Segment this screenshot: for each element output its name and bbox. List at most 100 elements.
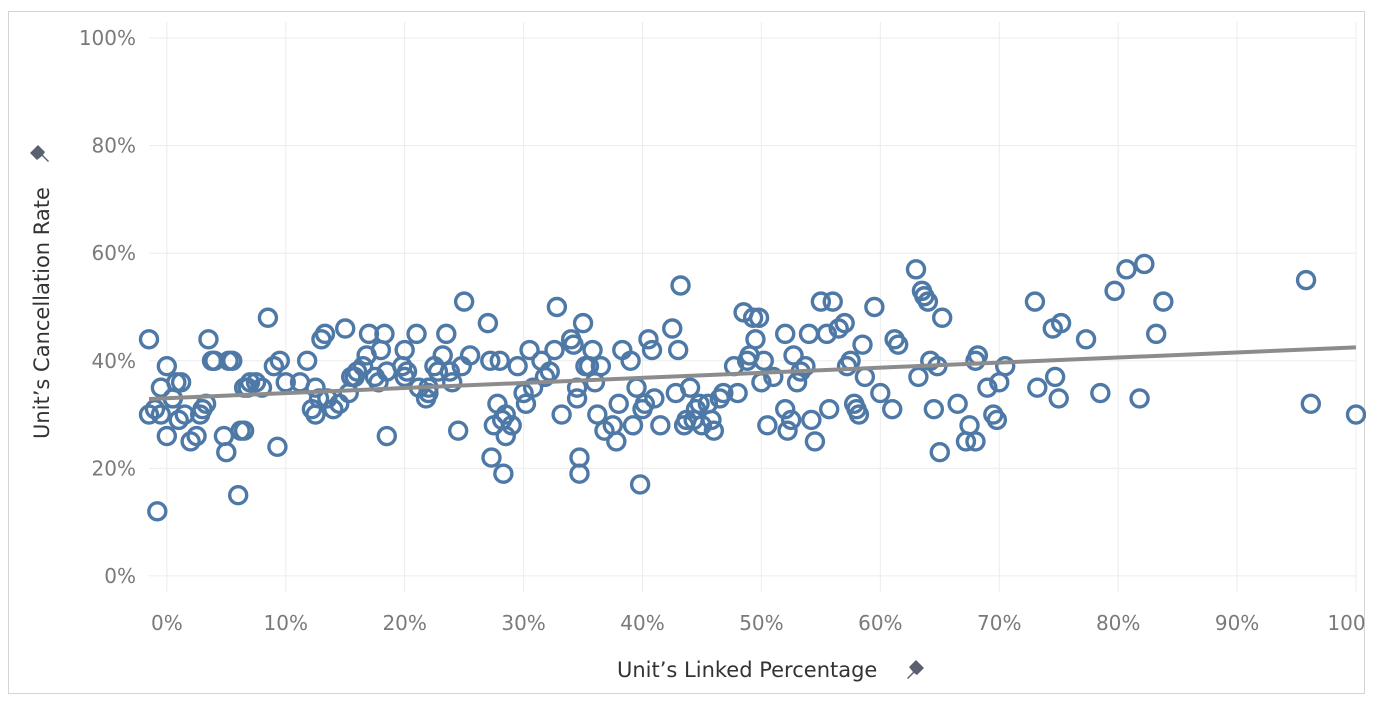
data-point[interactable] <box>544 339 565 361</box>
data-point[interactable] <box>777 420 798 441</box>
data-point[interactable] <box>929 441 950 463</box>
data-point[interactable] <box>608 393 629 414</box>
data-point[interactable] <box>1153 291 1174 312</box>
data-point[interactable] <box>138 329 160 350</box>
data-point[interactable] <box>156 355 178 377</box>
data-point[interactable] <box>644 388 665 409</box>
data-point[interactable] <box>1044 366 1066 388</box>
data-point[interactable] <box>168 409 189 431</box>
data-point[interactable] <box>965 431 986 452</box>
data-point[interactable] <box>994 355 1016 377</box>
data-point[interactable] <box>870 382 891 404</box>
data-point[interactable] <box>1295 269 1317 291</box>
data-point[interactable] <box>931 307 953 328</box>
data-point[interactable] <box>314 323 336 345</box>
data-point[interactable] <box>515 393 537 414</box>
data-point[interactable] <box>810 291 832 312</box>
data-point[interactable] <box>480 350 501 371</box>
data-point[interactable] <box>804 431 826 452</box>
data-point[interactable] <box>1134 253 1155 275</box>
data-point[interactable] <box>180 431 201 452</box>
data-point[interactable] <box>269 350 291 371</box>
data-point[interactable] <box>551 404 572 425</box>
data-point[interactable] <box>257 307 279 328</box>
pin-icon[interactable] <box>907 660 924 679</box>
data-point[interactable] <box>848 404 870 425</box>
data-point[interactable] <box>267 436 288 458</box>
data-point[interactable] <box>775 323 796 345</box>
data-point[interactable] <box>703 420 725 441</box>
data-point[interactable] <box>650 415 671 436</box>
data-point[interactable] <box>233 420 255 441</box>
data-point[interactable] <box>198 329 219 350</box>
data-point[interactable] <box>442 372 463 393</box>
data-point[interactable] <box>1050 312 1072 334</box>
data-point[interactable] <box>689 393 710 414</box>
data-point[interactable] <box>727 382 748 404</box>
data-point[interactable] <box>606 431 627 452</box>
data-point[interactable] <box>459 345 481 366</box>
data-point[interactable] <box>495 404 516 425</box>
data-point[interactable] <box>917 291 939 312</box>
data-point[interactable] <box>582 339 603 361</box>
data-point[interactable] <box>501 415 522 436</box>
data-point[interactable] <box>947 393 968 414</box>
data-point[interactable] <box>522 377 544 398</box>
data-point[interactable] <box>227 485 249 506</box>
data-point[interactable] <box>186 425 207 447</box>
data-point[interactable] <box>822 291 843 312</box>
data-point[interactable] <box>493 463 514 484</box>
data-point[interactable] <box>507 355 528 377</box>
data-point[interactable] <box>1104 280 1125 302</box>
data-point[interactable] <box>376 425 398 447</box>
data-point[interactable] <box>156 425 178 447</box>
data-point[interactable] <box>753 350 774 371</box>
data-point[interactable] <box>620 350 641 371</box>
data-point[interactable] <box>1090 382 1111 404</box>
data-point[interactable] <box>1024 291 1046 312</box>
data-point[interactable] <box>641 339 663 361</box>
data-point[interactable] <box>622 415 644 436</box>
data-point[interactable] <box>439 361 461 382</box>
data-point[interactable] <box>138 404 160 425</box>
data-point[interactable] <box>786 372 808 393</box>
data-point[interactable] <box>828 318 849 339</box>
data-point[interactable] <box>239 372 261 393</box>
data-point[interactable] <box>864 296 885 318</box>
data-point[interactable] <box>748 307 770 328</box>
data-point[interactable] <box>245 372 267 393</box>
data-point[interactable] <box>819 398 840 420</box>
data-point[interactable] <box>587 404 608 425</box>
data-point[interactable] <box>783 345 804 366</box>
data-point[interactable] <box>1300 393 1322 414</box>
data-point[interactable] <box>670 275 691 296</box>
data-point[interactable] <box>335 318 356 339</box>
data-point[interactable] <box>263 355 285 377</box>
data-point[interactable] <box>780 409 802 431</box>
data-point[interactable] <box>629 474 651 495</box>
data-point[interactable] <box>519 339 540 361</box>
data-point[interactable] <box>305 377 326 398</box>
data-point[interactable] <box>346 361 368 382</box>
data-point[interactable] <box>816 323 838 345</box>
data-point[interactable] <box>546 296 568 318</box>
data-point[interactable] <box>854 366 876 388</box>
data-point[interactable] <box>986 409 1008 431</box>
data-point[interactable] <box>374 323 395 345</box>
data-point[interactable] <box>1116 259 1137 280</box>
data-point[interactable] <box>147 501 168 522</box>
pin-icon[interactable] <box>30 145 49 162</box>
data-point[interactable] <box>775 398 796 420</box>
data-point[interactable] <box>1048 388 1069 409</box>
data-point[interactable] <box>477 312 499 334</box>
data-point[interactable] <box>763 366 784 388</box>
data-point[interactable] <box>887 334 909 355</box>
data-point[interactable] <box>222 350 243 371</box>
data-point[interactable] <box>170 372 192 393</box>
data-point[interactable] <box>882 398 903 420</box>
data-point[interactable] <box>1075 329 1097 350</box>
data-point[interactable] <box>745 329 766 350</box>
data-point[interactable] <box>213 425 235 447</box>
data-point[interactable] <box>495 425 516 447</box>
data-point[interactable] <box>795 355 816 377</box>
